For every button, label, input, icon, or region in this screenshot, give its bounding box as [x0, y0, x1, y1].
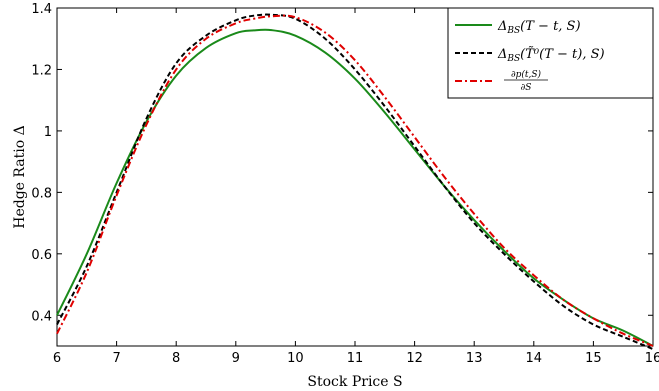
y-tick-label-0: 0.4 [31, 309, 52, 324]
x-tick-label-6: 12 [406, 351, 423, 366]
tick-labels: 6 7 8 9 10 11 12 13 14 15 16 0.4 0.6 0.8 1 1.2 1.4 [31, 2, 659, 366]
y-axis-title: Hedge Ratio Δ [12, 125, 28, 228]
x-tick-label-4: 10 [287, 351, 304, 366]
legend-label-series-1: ΔBS(T − t, S) [497, 19, 581, 36]
y-tick-label-4: 1.2 [31, 63, 52, 78]
x-axis-title: Stock Price S [307, 374, 402, 390]
series-line-3 [56, 14, 654, 347]
x-tick-label-8: 14 [526, 351, 543, 366]
legend-label-series-3-numerator: ∂p(t,S) [511, 69, 542, 80]
series-line-2 [56, 13, 654, 350]
legend: ΔBS(T − t, S) ΔBS(T̃⁰(T − t), S) ∂p(t,S)… [447, 7, 654, 99]
x-tick-label-1: 7 [112, 351, 120, 366]
y-tick-label-2: 0.8 [31, 186, 52, 201]
x-tick-label-7: 13 [466, 351, 483, 366]
y-tick-label-3: 1 [44, 125, 52, 140]
x-tick-label-9: 15 [585, 351, 602, 366]
x-tick-label-2: 8 [172, 351, 180, 366]
legend-label-series-2: ΔBS(T̃⁰(T − t), S) [497, 46, 605, 64]
x-tick-label-5: 11 [347, 351, 364, 366]
x-tick-label-3: 9 [232, 351, 240, 366]
series-lines [56, 13, 654, 350]
y-tick-label-1: 0.6 [31, 248, 52, 263]
legend-label-series-3-denominator: ∂S [521, 83, 532, 93]
x-tick-label-0: 6 [53, 351, 61, 366]
y-tick-label-5: 1.4 [31, 2, 52, 17]
x-tick-label-10: 16 [645, 351, 659, 366]
x-axis-title-text: Stock Price S [307, 374, 402, 390]
